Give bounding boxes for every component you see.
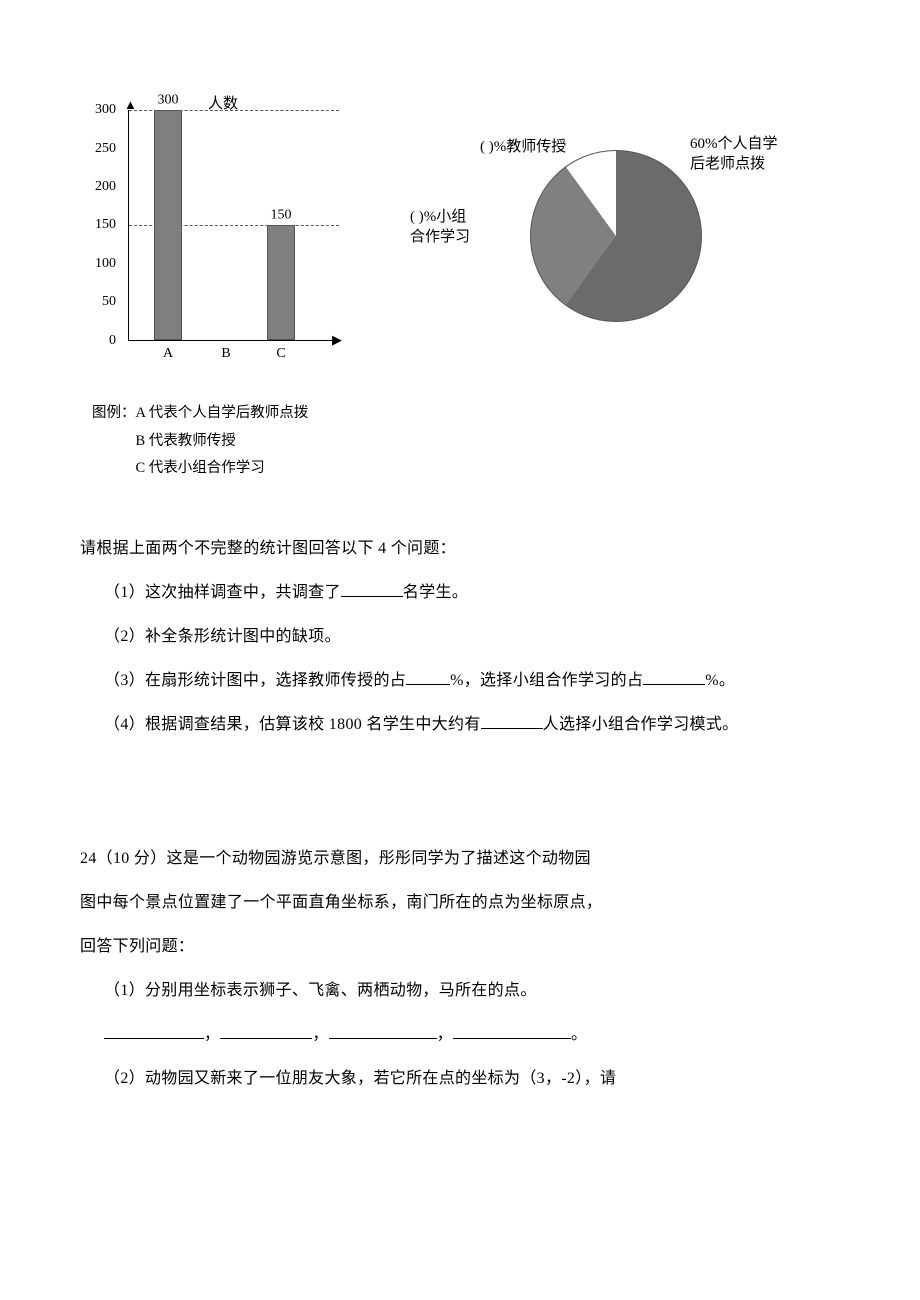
q4-post: 人选择小组合作学习模式。: [543, 716, 739, 733]
legend-line: 图例：A 代表个人自学后教师点拨: [92, 400, 840, 428]
bar-category-b: B: [206, 346, 246, 362]
bar-category-c: C: [261, 346, 301, 362]
question-4: （4）根据调查结果，估算该校 1800 名学生中大约有 人选择小组合作学习模式。: [80, 703, 840, 747]
legend-line-c: C 代表小组合作学习: [92, 455, 840, 483]
sep2: ，: [312, 1026, 328, 1043]
intro-line: 请根据上面两个不完整的统计图回答以下 4 个问题：: [80, 527, 840, 571]
pie-label-group: ( )%小组 合作学习: [410, 208, 470, 247]
problem-24-q2: （2）动物园又新来了一位朋友大象，若它所在点的坐标为（3，-2），请: [80, 1057, 840, 1101]
problem-24-q1: （1）分别用坐标表示狮子、飞禽、两栖动物，马所在的点。: [80, 969, 840, 1013]
legend-line-b: B 代表教师传授: [92, 428, 840, 456]
bar-chart: 人数 ▲ ▶ 0 50 100 150 200 250 300 300: [80, 100, 350, 370]
bar-a-value-label: 300: [148, 92, 188, 108]
question-1: （1）这次抽样调查中，共调查了 名学生。: [80, 571, 840, 615]
pie-label-group-line1: ( )%小组: [410, 208, 470, 228]
problem-24-line1: 24（10 分）这是一个动物园游览示意图，彤彤同学为了描述这个动物园: [80, 837, 840, 881]
bar-chart-plot-area: 300 150 A B C: [128, 110, 339, 341]
pie-label-self-study-line2: 后老师点拨: [690, 155, 778, 175]
problem-24-line2: 图中每个景点位置建了一个平面直角坐标系，南门所在的点为坐标原点，: [80, 881, 840, 925]
p24-blank-4: [453, 1022, 571, 1038]
vertical-spacer: [80, 747, 840, 837]
q4-blank: [481, 712, 543, 728]
pie-chart: ( )%教师传授 60%个人自学 后老师点拨 ( )%小组 合作学习: [390, 100, 810, 360]
q1-pre: （1）这次抽样调查中，共调查了: [104, 584, 341, 601]
pie-label-self-study-line1: 60%个人自学: [690, 135, 778, 155]
chart-legend: 图例：A 代表个人自学后教师点拨 B 代表教师传授 C 代表小组合作学习: [92, 400, 840, 483]
ytick-label: 150: [95, 217, 116, 233]
sep1: ，: [204, 1026, 220, 1043]
ytick-label: 100: [95, 256, 116, 272]
pie-label-teacher-text: ( )%教师传授: [480, 139, 566, 155]
p24-blank-3: [329, 1022, 437, 1038]
bar-chart-y-ticks: 0 50 100 150 200 250 300: [80, 100, 120, 360]
legend-prefix: 图例：: [92, 405, 136, 421]
legend-line-a: A 代表个人自学后教师点拨: [136, 405, 309, 421]
bar-a: [154, 110, 182, 340]
pie-label-self-study: 60%个人自学 后老师点拨: [690, 135, 778, 174]
problem-24-q1-blanks: ， ， ， 。: [80, 1013, 840, 1057]
pie-chart-circle: [530, 150, 702, 322]
q3-blank-1: [406, 668, 450, 684]
bar-c: [267, 225, 295, 340]
ytick-label: 200: [95, 179, 116, 195]
q4-pre: （4）根据调查结果，估算该校 1800 名学生中大约有: [104, 716, 481, 733]
q1-blank: [341, 580, 403, 596]
body-text: 请根据上面两个不完整的统计图回答以下 4 个问题： （1）这次抽样调查中，共调查…: [80, 527, 840, 1101]
pie-label-group-line2: 合作学习: [410, 228, 470, 248]
problem-24-line3: 回答下列问题：: [80, 925, 840, 969]
ytick-label: 0: [109, 333, 116, 349]
p24-blank-end: 。: [571, 1026, 587, 1043]
q3-post: %。: [705, 672, 735, 689]
ytick-label: 50: [102, 294, 116, 310]
ytick-label: 300: [95, 102, 116, 118]
question-3: （3）在扇形统计图中，选择教师传授的占 %，选择小组合作学习的占 %。: [80, 659, 840, 703]
q3-blank-2: [643, 668, 705, 684]
p24-blank-1: [104, 1022, 204, 1038]
q3-pre: （3）在扇形统计图中，选择教师传授的占: [104, 672, 406, 689]
pie-label-teacher: ( )%教师传授: [480, 138, 566, 158]
charts-row: 人数 ▲ ▶ 0 50 100 150 200 250 300 300: [80, 100, 840, 370]
q3-mid: %，选择小组合作学习的占: [450, 672, 643, 689]
q1-post: 名学生。: [403, 584, 468, 601]
p24-blank-2: [220, 1022, 312, 1038]
sep3: ，: [437, 1026, 453, 1043]
bar-category-a: A: [148, 346, 188, 362]
ytick-label: 250: [95, 141, 116, 157]
question-2: （2）补全条形统计图中的缺项。: [80, 615, 840, 659]
bar-c-value-label: 150: [261, 207, 301, 223]
page-root: 人数 ▲ ▶ 0 50 100 150 200 250 300 300: [0, 0, 920, 1300]
